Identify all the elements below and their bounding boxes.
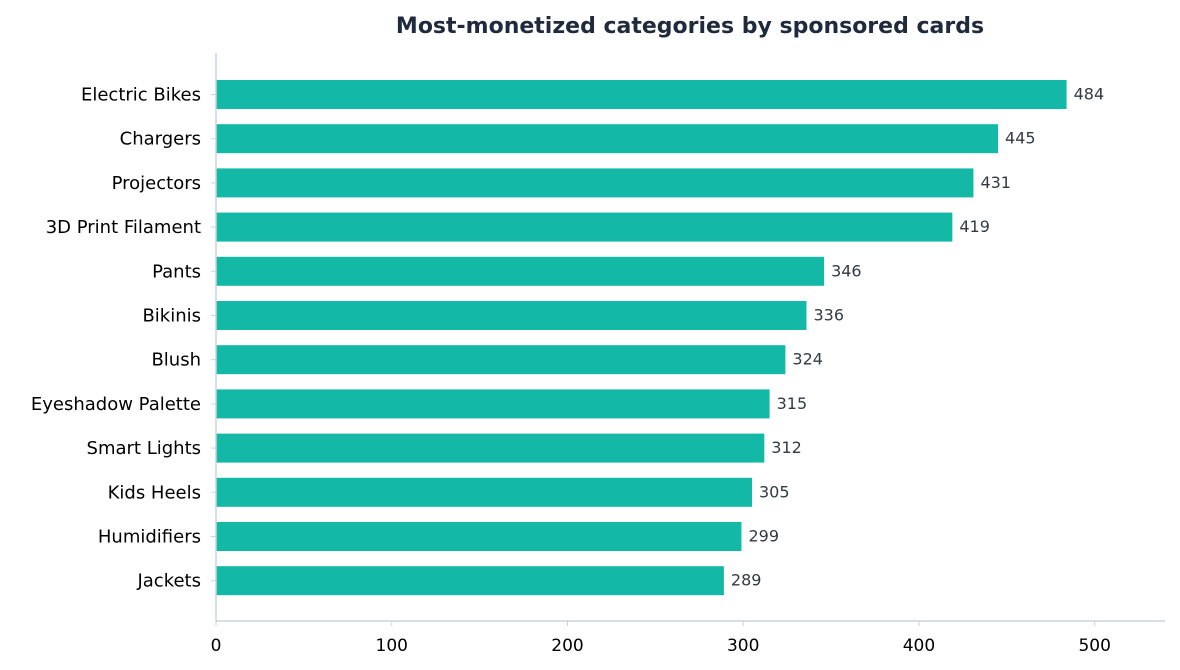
bar-electric-bikes bbox=[216, 80, 1067, 109]
category-label-eyeshadow-palette: Eyeshadow Palette bbox=[31, 394, 201, 415]
x-tick-label-0: 0 bbox=[211, 636, 222, 656]
category-label-projectors: Projectors bbox=[112, 173, 201, 194]
x-tick-label-300: 300 bbox=[727, 636, 759, 656]
bar-kids-heels bbox=[216, 477, 753, 507]
bar-eyeshadow-palette bbox=[216, 389, 770, 419]
bars-group bbox=[216, 80, 1067, 596]
category-label-kids-heels: Kids Heels bbox=[108, 482, 201, 503]
chart-title: Most-monetized categories by sponsored c… bbox=[396, 14, 984, 39]
category-label-humidifiers: Humidifiers bbox=[98, 527, 201, 548]
value-label-eyeshadow-palette: 315 bbox=[777, 394, 808, 413]
x-tick-label-500: 500 bbox=[1078, 636, 1110, 656]
bar-projectors bbox=[216, 168, 974, 198]
bar-chargers bbox=[216, 124, 999, 154]
value-label-kids-heels: 305 bbox=[759, 482, 790, 501]
value-label-blush: 324 bbox=[792, 350, 823, 369]
category-label-blush: Blush bbox=[151, 350, 201, 371]
category-label-chargers: Chargers bbox=[120, 129, 201, 150]
value-label-electric-bikes: 484 bbox=[1074, 85, 1105, 104]
value-label-pants: 346 bbox=[831, 261, 862, 280]
category-label-jackets: Jackets bbox=[136, 571, 201, 592]
bar-pants bbox=[216, 256, 825, 286]
bar-3d-print-filament bbox=[216, 212, 953, 242]
x-axis: 0 100 200 300 400 500 bbox=[211, 620, 1165, 656]
category-label-electric-bikes: Electric Bikes bbox=[81, 85, 201, 106]
bar-jackets bbox=[216, 566, 724, 596]
x-tick-label-200: 200 bbox=[551, 636, 583, 656]
x-tick-label-400: 400 bbox=[903, 636, 935, 656]
value-label-smart-lights: 312 bbox=[771, 438, 802, 457]
value-label-humidifiers: 299 bbox=[748, 527, 779, 546]
bar-blush bbox=[216, 345, 786, 375]
bar-humidifiers bbox=[216, 522, 742, 551]
x-tick-label-100: 100 bbox=[376, 636, 408, 656]
value-label-3d-print-filament: 419 bbox=[959, 217, 990, 236]
category-label-3d-print-filament: 3D Print Filament bbox=[46, 217, 201, 238]
value-label-jackets: 289 bbox=[731, 571, 762, 590]
bar-smart-lights bbox=[216, 433, 765, 463]
value-label-chargers: 445 bbox=[1005, 129, 1036, 148]
value-label-projectors: 431 bbox=[980, 173, 1011, 192]
category-labels: Electric Bikes Chargers Projectors 3D Print… bbox=[31, 85, 216, 592]
category-label-pants: Pants bbox=[152, 261, 201, 282]
value-labels: 484 445 431 419 346 336 324 315 312 305 299 289 bbox=[731, 85, 1104, 590]
category-label-bikinis: Bikinis bbox=[142, 306, 201, 327]
bar-bikinis bbox=[216, 301, 807, 330]
value-label-bikinis: 336 bbox=[813, 306, 844, 325]
category-label-smart-lights: Smart Lights bbox=[87, 438, 201, 459]
